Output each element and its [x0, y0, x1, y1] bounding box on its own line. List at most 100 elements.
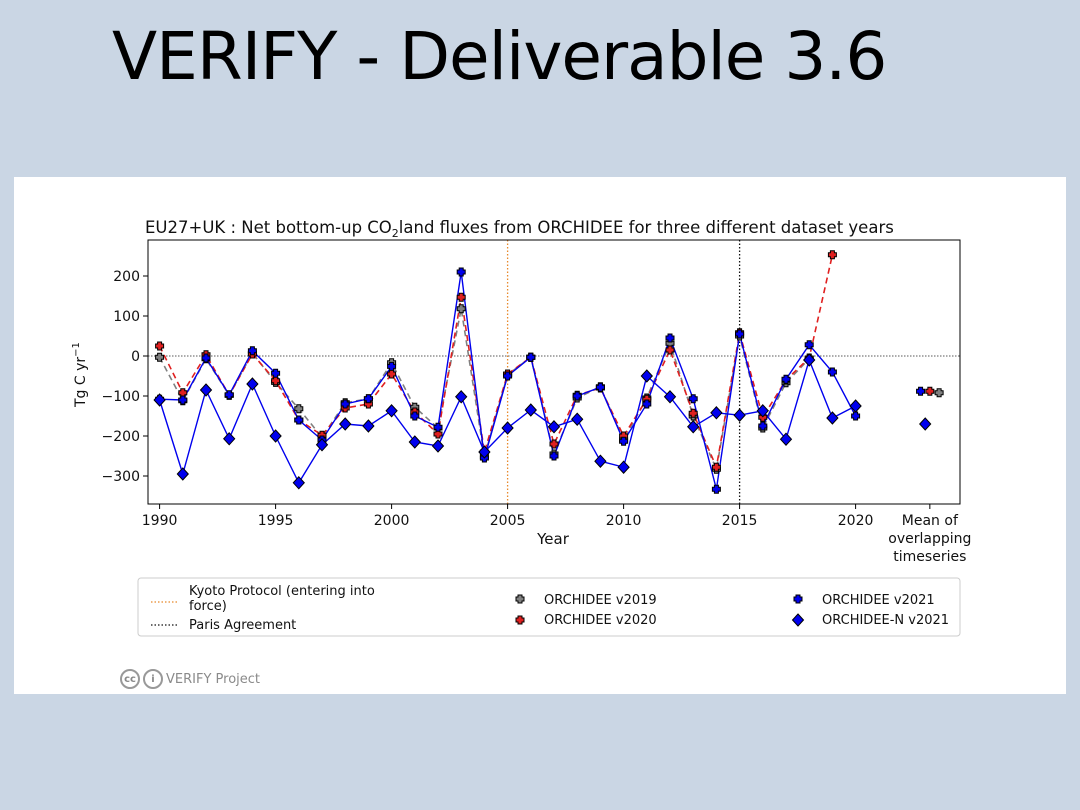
point-orchidee-v2020-1990	[155, 341, 165, 351]
point-orchidee-v2021-2012-shape	[665, 333, 675, 343]
x-tick-label: 2010	[606, 513, 642, 529]
point-orchidee-v2020-2007	[549, 439, 559, 449]
point-orchidee-v2020-2012	[665, 345, 675, 355]
x-tick-label: 1995	[258, 513, 294, 529]
point-orchidee-n-v2021-2018	[803, 353, 816, 367]
x-tick-label: 2000	[374, 513, 410, 529]
point-orchidee-v2021-1991	[178, 395, 188, 405]
legend-label-orchidee-v2019: ORCHIDEE v2019	[544, 593, 657, 608]
y-tick-label: 100	[113, 309, 140, 325]
point-orchidee-v2021-1998	[340, 399, 350, 409]
legend-kyoto-label: force)	[189, 599, 227, 614]
point-orchidee-n-v2021-1991	[176, 467, 189, 481]
mean-point-orchidee-v2021-shape	[916, 386, 926, 396]
point-orchidee-v2021-2001	[410, 411, 420, 421]
point-orchidee-v2021-1996	[294, 415, 304, 425]
point-orchidee-n-v2021-1992	[199, 383, 213, 397]
point-orchidee-n-v2021-2019	[826, 411, 839, 425]
point-orchidee-n-v2021-2004	[478, 445, 491, 459]
point-orchidee-v2021-1994	[247, 346, 257, 356]
point-orchidee-n-v2021-2011	[640, 369, 653, 383]
point-orchidee-n-v2021-1996	[292, 476, 305, 490]
point-orchidee-v2021-1995	[271, 368, 281, 378]
legend-label-orchidee-v2021: ORCHIDEE v2021	[822, 593, 935, 608]
x-tick-label-mean: overlapping	[888, 531, 971, 547]
mean-point-orchidee-v2020	[925, 386, 935, 396]
cc-license-icon: cc	[120, 669, 140, 689]
y-tick-label: −300	[102, 469, 140, 485]
chart: EU27+UK : Net bottom-up CO2land fluxes f…	[71, 218, 971, 637]
point-orchidee-n-v2021-1990	[153, 393, 166, 407]
point-orchidee-v2021-2006	[526, 352, 536, 362]
point-orchidee-v2019-2003-shape	[456, 304, 466, 314]
point-orchidee-v2019-1990-shape	[155, 352, 165, 362]
point-orchidee-v2021-2017	[781, 374, 791, 384]
point-orchidee-v2020-2013	[688, 408, 698, 418]
point-orchidee-v2020-2002-shape	[433, 429, 443, 439]
point-orchidee-v2021-1993-shape	[224, 390, 234, 400]
legend-marker-orchidee-v2020	[515, 615, 525, 625]
point-orchidee-n-v2021-1993	[223, 432, 236, 446]
point-orchidee-v2021-2006-shape	[526, 352, 536, 362]
legend-marker-orchidee-v2020-shape	[515, 615, 525, 625]
point-orchidee-v2021-2008	[572, 391, 582, 401]
chart-title: EU27+UK : Net bottom-up CO2land fluxes f…	[145, 218, 894, 240]
point-orchidee-v2021-2011-shape	[642, 399, 652, 409]
point-orchidee-v2021-2014	[711, 484, 721, 494]
point-orchidee-v2021-2000-shape	[387, 361, 397, 371]
legend-marker-orchidee-v2021-shape	[793, 594, 803, 604]
plot-frame	[147, 239, 961, 505]
attribution-icon: i	[143, 669, 163, 689]
point-orchidee-n-v2021-1995	[269, 429, 282, 443]
point-orchidee-v2021-1999-shape	[363, 394, 373, 404]
point-orchidee-n-v2021-2012	[663, 390, 677, 404]
point-orchidee-v2019-1990	[155, 352, 165, 362]
x-tick-label-mean: timeseries	[893, 549, 966, 565]
footer-text: VERIFY Project	[166, 671, 261, 687]
point-orchidee-n-v2021-2007	[547, 420, 561, 434]
point-orchidee-v2021-2005	[503, 371, 513, 381]
point-orchidee-v2020-2019	[827, 250, 837, 260]
mean-point-orchidee-v2019	[934, 388, 944, 398]
legend-marker-orchidee-n-v2021	[791, 613, 805, 627]
x-tick-label: 2015	[722, 513, 758, 529]
point-orchidee-v2020-2007-shape	[549, 439, 559, 449]
point-orchidee-v2021-1996-shape	[294, 415, 304, 425]
figure-panel: EU27+UK : Net bottom-up CO2land fluxes f…	[14, 177, 1066, 694]
point-orchidee-v2021-2010	[619, 436, 629, 446]
footer-credit: cc i VERIFY Project	[120, 669, 260, 689]
point-orchidee-v2021-2001-shape	[410, 411, 420, 421]
mean-point-orchidee-v2020-shape	[925, 386, 935, 396]
point-orchidee-v2021-1991-shape	[178, 395, 188, 405]
point-orchidee-v2019-1996	[294, 404, 304, 414]
y-tick-label: −200	[102, 429, 140, 445]
point-orchidee-v2019-2003	[456, 304, 466, 314]
legend-marker-orchidee-v2021	[793, 594, 803, 604]
mean-point-orchidee-v2021	[916, 386, 926, 396]
legend-kyoto-label: Kyoto Protocol (entering into	[189, 584, 375, 599]
point-orchidee-v2020-2014	[711, 462, 721, 472]
point-orchidee-v2021-1995-shape	[271, 368, 281, 378]
point-orchidee-v2021-2008-shape	[572, 391, 582, 401]
x-tick-label: 2005	[490, 513, 526, 529]
point-orchidee-v2021-2020-shape	[851, 411, 861, 421]
point-orchidee-n-v2021-1998	[339, 417, 352, 431]
x-tick-label: 2020	[838, 513, 874, 529]
x-tick-label-mean: Mean of	[902, 513, 959, 529]
y-axis-label: Tg C yr−1	[71, 342, 89, 408]
point-orchidee-v2021-2000	[387, 361, 397, 371]
point-orchidee-v2021-2002-shape	[433, 422, 443, 432]
point-orchidee-v2021-2019	[827, 367, 837, 377]
y-tick-label: −100	[102, 389, 140, 405]
point-orchidee-v2020-2002	[433, 429, 443, 439]
point-orchidee-v2021-2012	[665, 333, 675, 343]
point-orchidee-v2020-2019-shape	[827, 250, 837, 260]
point-orchidee-v2020-2014-shape	[711, 462, 721, 472]
point-orchidee-v2021-2007-shape	[549, 451, 559, 461]
point-orchidee-v2021-2011	[642, 399, 652, 409]
point-orchidee-n-v2021-2014	[710, 406, 723, 420]
point-orchidee-n-v2021-2017	[779, 432, 793, 446]
point-orchidee-v2021-2009	[595, 382, 605, 392]
point-orchidee-n-v2021-2015	[733, 408, 746, 422]
